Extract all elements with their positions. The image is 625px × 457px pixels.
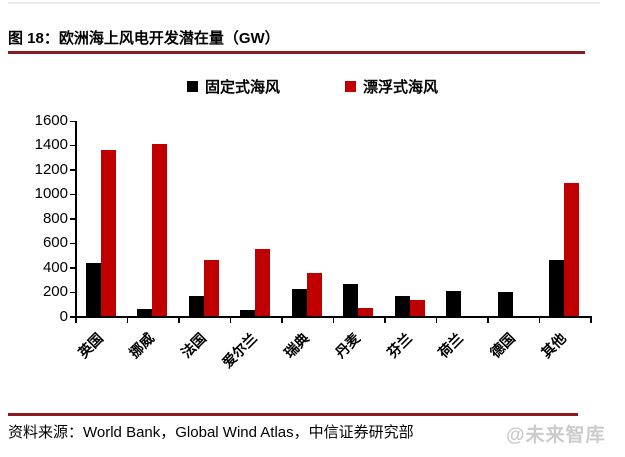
x-axis-tick bbox=[75, 317, 77, 323]
x-axis-tick bbox=[487, 317, 489, 323]
x-axis-tick bbox=[435, 317, 437, 323]
bar-漂浮式海风-爱尔兰 bbox=[255, 248, 271, 316]
bar-固定式海风-瑞典 bbox=[291, 288, 307, 316]
bar-固定式海风-德国 bbox=[497, 291, 513, 316]
y-tick-label: 400 bbox=[42, 258, 68, 276]
bar-漂浮式海风-英国 bbox=[100, 149, 116, 316]
y-axis-tick bbox=[70, 267, 75, 269]
y-tick-label: 1200 bbox=[34, 160, 68, 178]
x-axis-line bbox=[75, 316, 592, 318]
legend-label: 漂浮式海风 bbox=[363, 79, 439, 96]
y-tick-label: 0 bbox=[59, 307, 68, 325]
source-text: 资料来源：World Bank，Global Wind Atlas，中信证券研究… bbox=[8, 424, 414, 441]
bar-固定式海风-英国 bbox=[85, 263, 101, 316]
bottom-divider bbox=[8, 413, 578, 416]
x-axis-tick bbox=[590, 317, 592, 323]
bar-漂浮式海风-其他 bbox=[564, 182, 580, 316]
legend-label: 固定式海风 bbox=[204, 79, 280, 96]
y-axis-tick bbox=[70, 316, 75, 318]
bar-固定式海风-芬兰 bbox=[394, 295, 410, 316]
bar-固定式海风-爱尔兰 bbox=[240, 309, 256, 316]
legend-swatch-icon bbox=[186, 81, 198, 92]
bar-漂浮式海风-丹麦 bbox=[358, 308, 374, 316]
y-axis-tick bbox=[70, 120, 75, 122]
y-axis-tick bbox=[70, 193, 75, 196]
y-tick-label: 1600 bbox=[34, 112, 68, 129]
legend-item-漂浮式海风: 漂浮式海风 bbox=[345, 76, 438, 97]
title-underline bbox=[8, 51, 585, 54]
y-tick-label: 200 bbox=[42, 283, 68, 301]
legend-swatch-icon bbox=[345, 81, 356, 92]
x-axis-tick bbox=[538, 317, 540, 323]
top-divider bbox=[8, 2, 600, 4]
bar-固定式海风-丹麦 bbox=[343, 283, 359, 316]
bar-漂浮式海风-法国 bbox=[203, 260, 219, 316]
bar-固定式海风-法国 bbox=[188, 295, 204, 316]
legend-item-固定式海风: 固定式海风 bbox=[186, 76, 280, 97]
bar-固定式海风-挪威 bbox=[137, 309, 153, 316]
x-axis-tick bbox=[178, 317, 180, 323]
y-axis-tick bbox=[70, 144, 75, 147]
y-tick-label: 1000 bbox=[34, 185, 68, 203]
y-axis-tick bbox=[70, 242, 75, 245]
y-axis-tick bbox=[70, 169, 75, 171]
watermark-text: @未来智库 bbox=[506, 425, 606, 446]
bar-漂浮式海风-瑞典 bbox=[306, 273, 322, 316]
x-axis-tick bbox=[281, 317, 283, 323]
y-tick-label: 1400 bbox=[34, 136, 68, 154]
y-tick-label: 600 bbox=[42, 234, 68, 252]
x-axis-tick bbox=[384, 317, 386, 323]
x-axis-tick bbox=[229, 317, 231, 323]
bar-固定式海风-荷兰 bbox=[446, 290, 462, 316]
y-tick-label: 800 bbox=[42, 209, 68, 227]
figure-title: 图 18：欧洲海上风电开发潜在量（GW） bbox=[8, 30, 280, 47]
y-axis-tick bbox=[70, 291, 75, 294]
bar-漂浮式海风-挪威 bbox=[152, 143, 168, 316]
bar-漂浮式海风-芬兰 bbox=[409, 300, 425, 316]
x-axis-tick bbox=[126, 317, 128, 323]
bar-固定式海风-其他 bbox=[549, 260, 565, 316]
x-axis-tick bbox=[332, 317, 334, 323]
y-axis-line bbox=[75, 120, 77, 316]
chart-legend: 固定式海风 漂浮式海风 bbox=[0, 76, 625, 97]
y-axis-tick bbox=[70, 218, 75, 220]
